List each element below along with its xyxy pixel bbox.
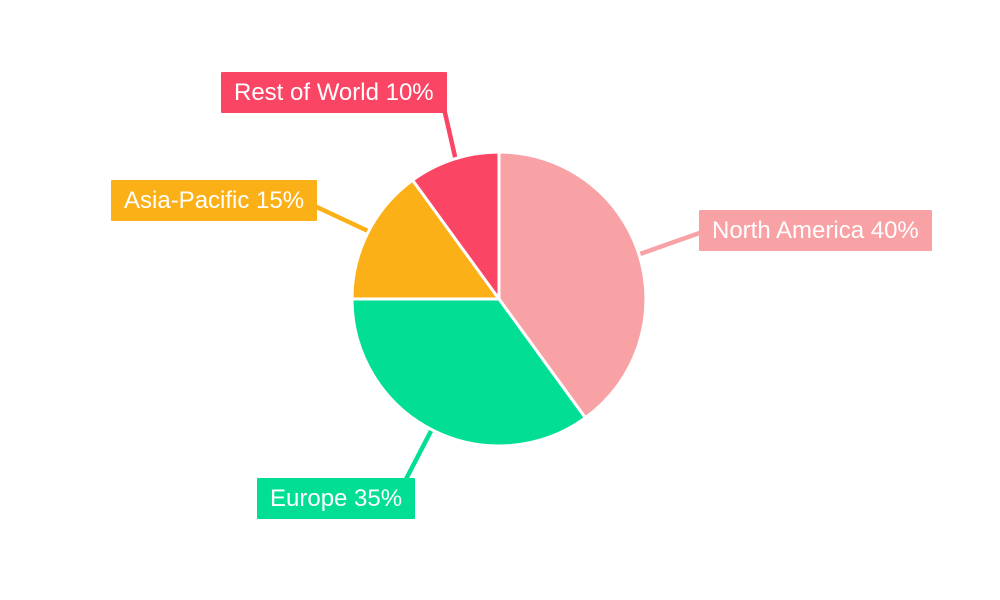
label-north-america: North America 40% [699, 210, 932, 251]
pie-slice-asia-pacific [350, 178, 501, 301]
pie-slice-rest-of-world [411, 150, 501, 301]
leader-line-north-america [637, 227, 711, 257]
pie-slice-north-america [497, 150, 648, 420]
label-asia-pacific: Asia-Pacific 15% [111, 180, 318, 221]
leader-line-rest-of-world [440, 101, 459, 164]
pie-slice-europe [350, 297, 587, 448]
leader-line-europe [401, 428, 434, 486]
label-europe: Europe 35% [257, 478, 416, 519]
label-rest-of-world: Rest of World 10% [221, 72, 447, 113]
